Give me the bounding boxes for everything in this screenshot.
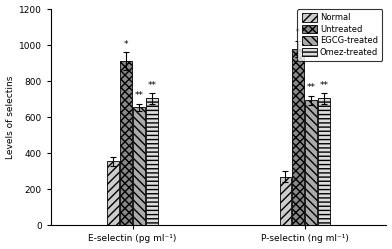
Bar	[120, 61, 132, 225]
Text: *: *	[124, 40, 128, 49]
Bar	[318, 98, 330, 225]
Text: **: **	[319, 81, 328, 90]
Text: *: *	[296, 28, 300, 37]
Bar	[107, 161, 119, 225]
Y-axis label: Levels of selectins: Levels of selectins	[5, 75, 15, 159]
Legend: Normal, Untreated, EGCG-treated, Omez-treated: Normal, Untreated, EGCG-treated, Omez-tr…	[298, 9, 382, 61]
Text: **: **	[134, 91, 143, 100]
Bar	[146, 98, 158, 225]
Bar	[133, 107, 145, 225]
Bar	[292, 49, 304, 225]
Bar	[279, 177, 291, 225]
Bar	[305, 100, 317, 225]
Text: **: **	[307, 83, 316, 92]
Text: **: **	[147, 81, 156, 90]
